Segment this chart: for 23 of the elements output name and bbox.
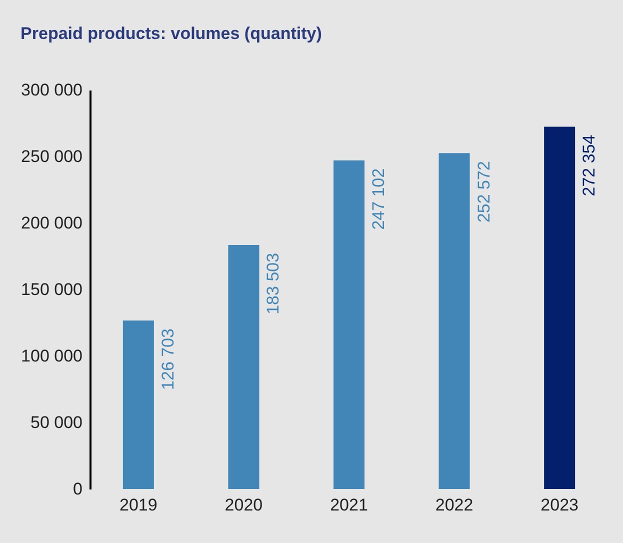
x-tick-label: 2022 (435, 496, 474, 514)
bar (544, 126, 576, 489)
y-tick-label: 200 000 (21, 214, 82, 232)
y-tick-label: 250 000 (21, 147, 82, 166)
y-tick-label: 150 000 (21, 280, 82, 299)
chart-title: Prepaid products: volumes (quantity) (20, 24, 322, 43)
data-label: 183 503 (264, 252, 283, 314)
x-tick-label: 2023 (540, 496, 578, 514)
y-tick-label: 100 000 (21, 346, 82, 366)
data-label: 272 354 (580, 134, 599, 196)
y-tick-label: 0 (73, 480, 82, 498)
data-label: 247 102 (369, 168, 388, 230)
data-label: 252 572 (474, 161, 494, 223)
data-label: 126 703 (158, 328, 178, 390)
y-tick-label: 50 000 (30, 413, 82, 432)
bar (122, 320, 154, 489)
y-tick-label: 300 000 (21, 80, 82, 100)
bar (228, 244, 260, 489)
bar (334, 160, 364, 489)
bar (438, 153, 470, 489)
x-tick-label: 2021 (330, 496, 368, 514)
x-tick-label: 2019 (120, 496, 158, 514)
x-tick-label: 2020 (224, 496, 263, 514)
